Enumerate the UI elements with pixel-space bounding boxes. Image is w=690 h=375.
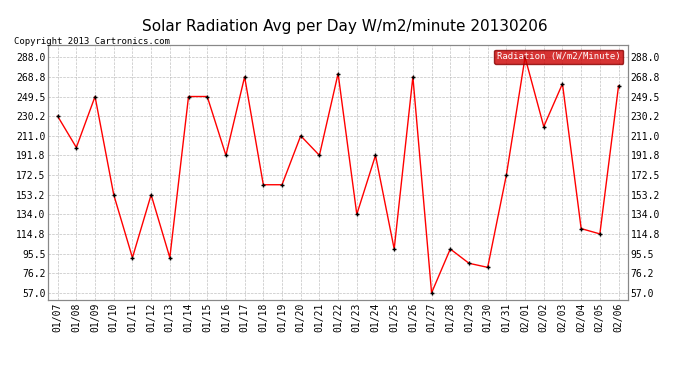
Point	[482, 264, 493, 270]
Point	[445, 246, 456, 252]
Text: Copyright 2013 Cartronics.com: Copyright 2013 Cartronics.com	[14, 38, 170, 46]
Point	[201, 93, 213, 99]
Point	[183, 93, 194, 99]
Point	[520, 54, 531, 60]
Point	[388, 246, 400, 252]
Point	[295, 133, 306, 139]
Point	[239, 74, 250, 80]
Point	[314, 152, 325, 158]
Point	[351, 211, 362, 217]
Point	[370, 152, 381, 158]
Point	[557, 81, 568, 87]
Point	[52, 113, 63, 119]
Point	[575, 226, 586, 232]
Point	[71, 144, 82, 150]
Point	[426, 290, 437, 296]
Point	[333, 70, 344, 76]
Point	[538, 124, 549, 130]
Point	[90, 93, 101, 99]
Point	[407, 74, 418, 80]
Point	[594, 231, 605, 237]
Point	[277, 182, 288, 188]
Point	[127, 255, 138, 261]
Point	[108, 192, 119, 198]
Point	[220, 152, 231, 158]
Point	[146, 192, 157, 198]
Point	[501, 172, 512, 178]
Point	[613, 83, 624, 89]
Point	[464, 260, 475, 266]
Legend: Radiation (W/m2/Minute): Radiation (W/m2/Minute)	[494, 50, 623, 64]
Text: Solar Radiation Avg per Day W/m2/minute 20130206: Solar Radiation Avg per Day W/m2/minute …	[142, 19, 548, 34]
Point	[258, 182, 269, 188]
Point	[164, 255, 175, 261]
